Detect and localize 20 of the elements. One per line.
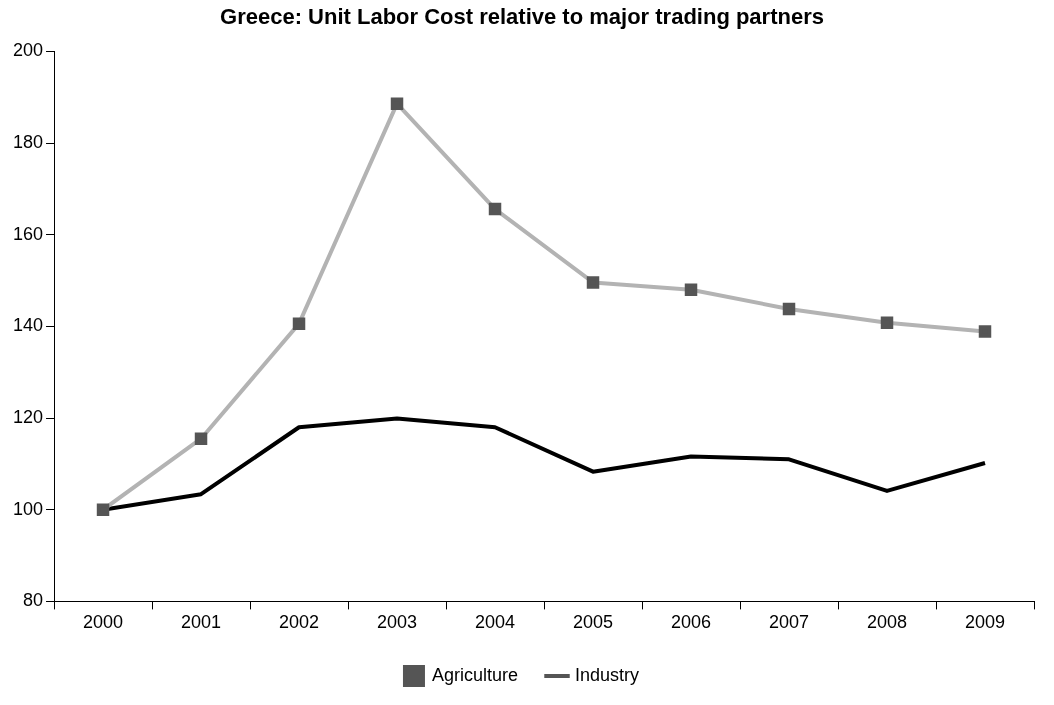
y-tick-label: 200: [12, 40, 44, 61]
x-tick-label: 2007: [768, 612, 810, 633]
legend-label: Agriculture: [431, 664, 519, 685]
y-tick-label: 120: [12, 407, 44, 428]
y-tick-label: 160: [12, 223, 44, 244]
y-tick-label: 140: [12, 315, 44, 336]
x-tick-label: 2006: [670, 612, 712, 633]
y-tick-label: 100: [12, 498, 44, 519]
y-tick-label: 80: [23, 590, 44, 611]
x-tick-label: 2008: [866, 612, 908, 633]
x-tick-label: 2009: [964, 612, 1006, 633]
x-tick-label: 2002: [279, 612, 320, 633]
x-tick-label: 2000: [83, 612, 124, 633]
x-tick-label: 2005: [572, 612, 614, 633]
x-tick-label: 2004: [474, 612, 516, 633]
y-tick-label: 180: [12, 132, 44, 153]
legend-label: Industry: [575, 664, 640, 685]
chart-title: Greece: Unit Labor Cost relative to major trading partners: [220, 4, 824, 30]
x-tick-label: 2003: [377, 612, 418, 633]
x-tick-label: 2001: [181, 612, 222, 633]
